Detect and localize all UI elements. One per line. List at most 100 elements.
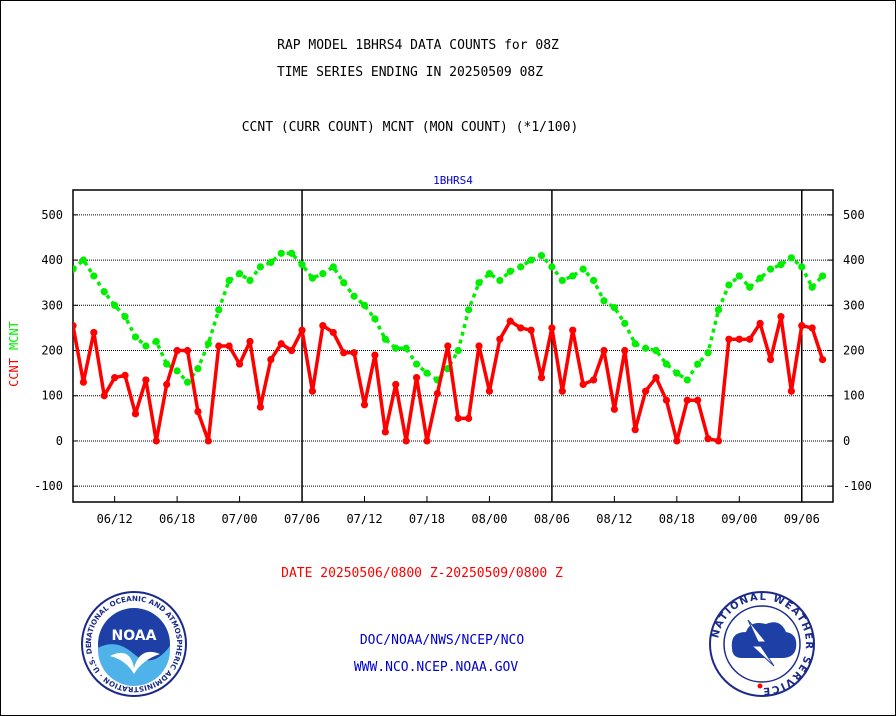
data-point-ccnt [610,405,618,413]
data-point-mcnt [610,303,618,312]
data-point-ccnt [381,428,389,436]
x-tick-label: 08/18 [659,512,695,526]
x-tick-label: 07/18 [409,512,445,526]
data-point-ccnt [558,387,566,395]
data-point-ccnt [642,387,650,395]
data-point-ccnt [444,342,452,350]
data-point-ccnt [90,328,98,337]
nws-logo: NATIONAL WEATHER SERVICE [709,591,815,697]
data-point-ccnt [818,355,827,364]
data-point-mcnt [371,315,379,323]
data-point-ccnt [673,437,681,445]
data-point-ccnt [714,437,723,445]
data-point-ccnt [173,346,181,355]
data-point-ccnt [683,396,691,404]
data-point-mcnt [277,249,285,257]
x-tick-label: 06/12 [97,512,133,526]
data-point-mcnt [766,265,775,273]
data-point-mcnt [662,360,671,368]
data-point-mcnt [798,263,806,271]
y-tick-label-left: -100 [34,479,63,493]
data-point-ccnt [121,371,129,379]
data-point-mcnt [246,276,254,285]
data-point-mcnt [402,344,410,352]
data-point-ccnt [589,376,598,384]
data-point-mcnt [152,337,160,346]
y-tick-label-right: -100 [843,479,872,493]
data-point-mcnt [308,274,317,282]
series-line-mcnt [73,251,824,384]
data-point-mcnt [683,376,691,384]
y-tick-label-right: 200 [843,344,865,358]
data-point-ccnt [766,355,775,364]
data-point-ccnt [662,396,671,404]
data-point-mcnt [121,313,129,321]
data-point-ccnt [152,437,160,445]
data-point-mcnt [412,360,421,368]
data-point-ccnt [465,414,473,422]
data-point-mcnt [465,306,473,314]
data-point-ccnt [517,324,525,332]
data-point-mcnt [225,276,233,285]
noaa-logo-text: NOAA [112,628,157,644]
data-point-ccnt [808,324,816,332]
data-point-ccnt [204,437,212,445]
data-point-ccnt [798,322,806,330]
data-point-ccnt [256,403,264,411]
data-point-ccnt [787,387,795,395]
data-point-ccnt [548,324,556,332]
data-point-mcnt [777,261,785,269]
data-point-ccnt [319,322,327,330]
data-point-ccnt [225,342,233,350]
data-point-mcnt [808,283,816,291]
data-point-mcnt [579,265,587,273]
data-point-mcnt [725,281,733,289]
data-point-ccnt [215,342,223,350]
data-point-mcnt [746,283,754,291]
data-point-ccnt [506,317,514,325]
data-point-ccnt [73,322,77,330]
data-point-ccnt [423,437,431,445]
data-point-mcnt [652,346,660,355]
y-tick-label-left: 0 [56,434,63,448]
data-point-ccnt [527,326,535,334]
data-point-mcnt [319,270,327,278]
data-point-mcnt [787,254,795,262]
data-point-ccnt [100,392,108,400]
y-tick-label-left: 500 [41,208,63,222]
chart-title-line-2: TIME SERIES ENDING IN 20250509 08Z [276,65,544,80]
data-point-ccnt [308,387,317,395]
data-point-ccnt [454,414,462,422]
data-point-mcnt [183,378,192,386]
x-tick-label: 09/00 [721,512,757,526]
org-path-label: DOC/NOAA/NWS/NCEP/NCO [359,633,525,648]
data-point-ccnt [756,319,764,327]
data-point-mcnt [735,272,743,280]
data-point-ccnt [496,335,504,343]
data-point-ccnt [569,326,577,334]
data-point-mcnt [256,263,264,271]
data-point-ccnt [298,326,306,334]
data-point-mcnt [204,340,212,348]
data-point-ccnt [360,401,369,409]
data-point-mcnt [131,333,140,341]
data-point-ccnt [79,378,88,386]
plot-title: 1BHRS4 [433,174,473,187]
x-tick-label: 09/06 [784,512,820,526]
data-point-mcnt [454,346,462,355]
data-point-ccnt [131,410,140,418]
data-point-mcnt [215,306,223,314]
data-point-mcnt [621,319,629,327]
y-tick-label-left: 200 [41,344,63,358]
y-tick-label-right: 0 [843,434,850,448]
data-point-mcnt [506,267,514,275]
data-point-ccnt [329,328,337,337]
data-point-mcnt [111,301,119,309]
date-range-label: DATE 20250506/0800 Z-20250509/0800 Z [281,566,563,581]
data-point-ccnt [725,335,733,343]
website-link[interactable]: WWW.NCO.NCEP.NOAA.GOV [353,660,519,675]
x-tick-label: 08/12 [596,512,632,526]
data-point-ccnt [631,426,639,434]
x-tick-label: 06/18 [159,512,195,526]
data-point-mcnt [694,360,702,368]
